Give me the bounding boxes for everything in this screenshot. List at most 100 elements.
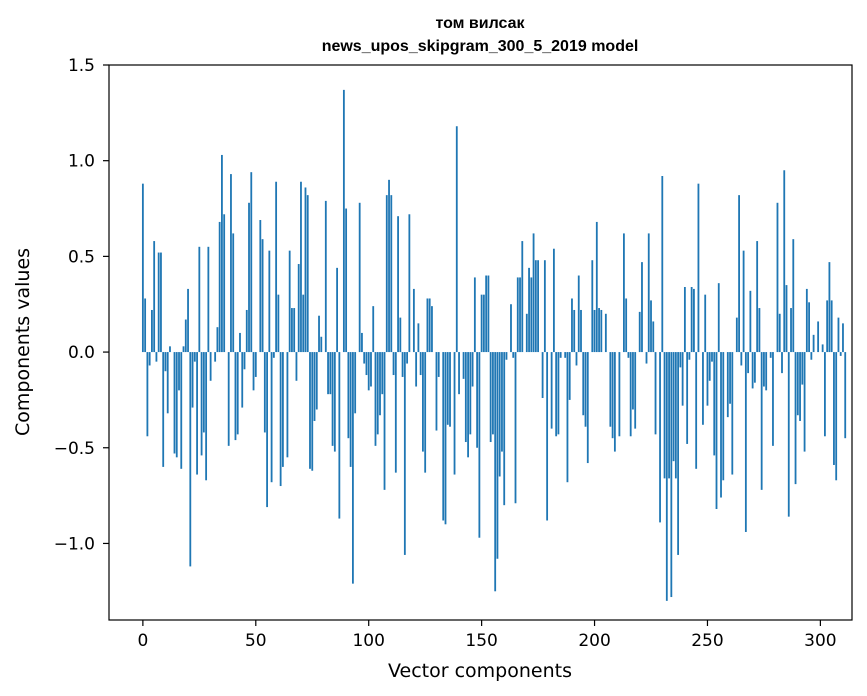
bar-308: [837, 317, 840, 353]
x-tick-label-150: 150: [465, 631, 497, 651]
bar-40: [232, 233, 235, 353]
bar-41: [234, 352, 237, 441]
bar-165: [514, 352, 517, 504]
bar-76: [313, 352, 316, 421]
bar-268: [747, 352, 750, 374]
bar-306: [833, 352, 835, 465]
bar-142: [462, 352, 465, 379]
bar-50: [254, 352, 257, 377]
bar-271: [753, 352, 756, 383]
bar-115: [401, 352, 404, 377]
bar-24: [196, 352, 198, 475]
bar-215: [627, 352, 630, 358]
bar-181: [550, 352, 553, 429]
bar-216: [629, 352, 632, 437]
bar-21: [189, 352, 192, 567]
bar-309: [839, 352, 842, 356]
bar-105: [379, 352, 381, 416]
bar-232: [665, 352, 668, 601]
bar-275: [763, 352, 765, 387]
bar-190: [571, 298, 573, 353]
bar-96: [358, 202, 361, 353]
bar-253: [713, 352, 716, 456]
bar-211: [618, 352, 621, 437]
bar-117: [406, 352, 409, 364]
bar-130: [435, 352, 438, 431]
bar-185: [559, 352, 562, 358]
bar-288: [792, 239, 795, 353]
bar-243: [690, 287, 693, 353]
bar-128: [431, 306, 433, 353]
bar-91: [347, 352, 350, 439]
bar-293: [803, 352, 806, 452]
bar-157: [496, 352, 499, 559]
bar-0: [141, 183, 144, 353]
bar-81: [324, 200, 327, 353]
bar-114: [399, 317, 402, 353]
bar-173: [532, 233, 535, 353]
bar-20: [187, 288, 189, 353]
bar-138: [453, 352, 456, 475]
plot-area-frame: [108, 64, 853, 621]
bar-281: [776, 202, 779, 353]
bar-77: [315, 352, 318, 410]
bar-89: [342, 89, 345, 353]
bar-123: [419, 352, 422, 376]
bar-153: [487, 275, 490, 353]
bar-133: [442, 352, 445, 521]
bar-156: [494, 352, 497, 592]
bar-84: [331, 352, 334, 446]
bar-224: [647, 233, 650, 353]
bar-118: [408, 214, 411, 353]
bar-274: [760, 352, 763, 490]
bar-188: [566, 352, 569, 483]
bar-287: [790, 308, 792, 353]
x-tick-label-0: 0: [137, 631, 148, 651]
bar-155: [492, 352, 494, 435]
bar-107: [383, 352, 386, 490]
bar-278: [769, 352, 772, 358]
bar-245: [695, 352, 698, 469]
bar-45: [243, 352, 246, 370]
y-tick-label-5: 1.5: [68, 56, 95, 76]
bar-184: [557, 352, 560, 435]
bar-28: [205, 352, 208, 481]
y-tick-label-0: −1.0: [54, 534, 95, 554]
bar-53: [261, 239, 264, 353]
bar-303: [826, 300, 829, 353]
bar-158: [498, 352, 501, 477]
bar-233: [668, 352, 670, 479]
bar-68: [295, 352, 298, 381]
bar-249: [704, 294, 707, 353]
bar-74: [309, 352, 311, 469]
bar-32: [214, 352, 217, 362]
bar-124: [422, 352, 424, 452]
bar-174: [534, 260, 537, 353]
bar-197: [586, 352, 589, 464]
bar-9: [162, 352, 165, 467]
x-tick-label-300: 300: [804, 631, 836, 651]
bar-297: [812, 334, 815, 353]
y-axis-ticks: −1.0 −0.5 0.0 0.5 1.0 1.5: [54, 56, 109, 554]
bar-182: [552, 248, 555, 353]
x-axis-ticks: 0 50 100 150 200 250 300: [137, 620, 837, 651]
bar-16: [178, 352, 180, 391]
bar-239: [681, 352, 684, 406]
bar-101: [370, 352, 372, 387]
bar-147: [473, 277, 476, 353]
bar-164: [512, 352, 515, 358]
bar-195: [582, 352, 585, 416]
bar-238: [679, 352, 682, 368]
bar-276: [765, 352, 768, 391]
bar-267: [744, 352, 747, 532]
bar-263: [735, 317, 738, 353]
bar-255: [717, 283, 720, 353]
bar-286: [787, 352, 790, 517]
bar-192: [575, 352, 578, 366]
bar-221: [641, 262, 643, 353]
bar-220: [638, 311, 641, 353]
bar-42: [236, 352, 239, 435]
bar-14: [173, 352, 176, 454]
bar-11: [166, 352, 169, 414]
bar-59: [275, 181, 278, 353]
